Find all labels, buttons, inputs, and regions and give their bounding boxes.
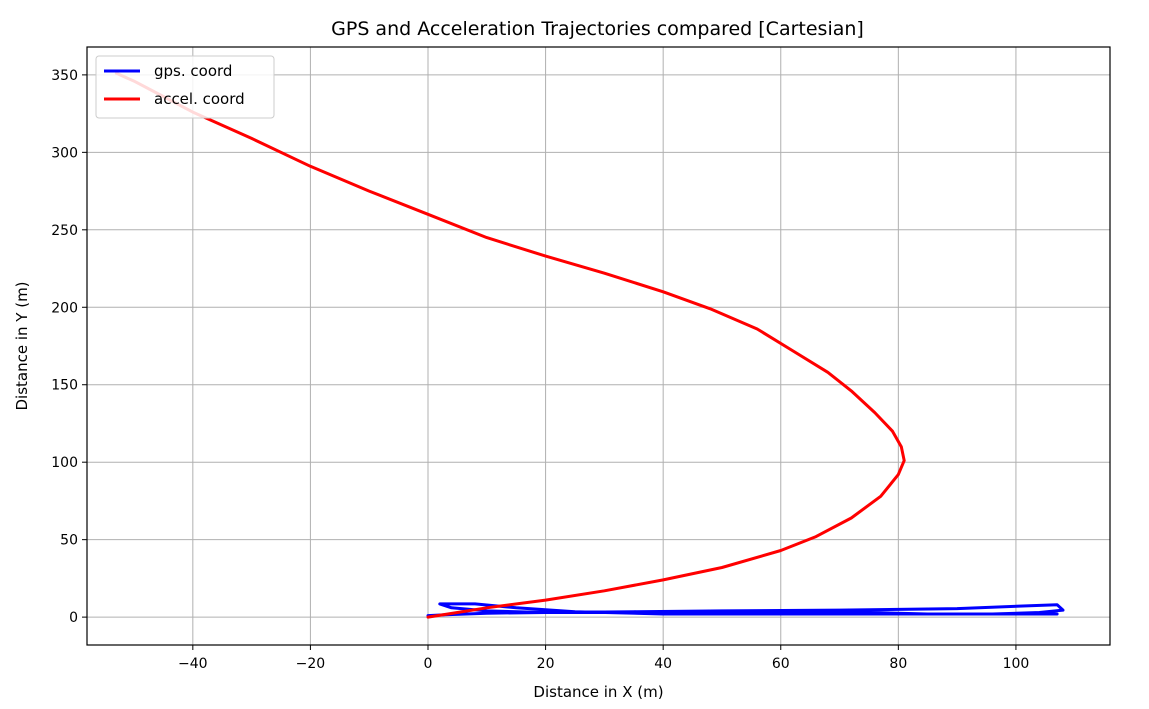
y-tick-label: 250 bbox=[51, 223, 78, 239]
accel-series-line bbox=[114, 71, 906, 619]
x-tick-label: 80 bbox=[889, 656, 907, 672]
x-tick-label: −40 bbox=[178, 656, 208, 672]
gps-series-line bbox=[426, 602, 1065, 618]
x-tick-label: 40 bbox=[654, 656, 672, 672]
y-tick-label: 100 bbox=[51, 455, 78, 471]
y-axis-label: Distance in Y (m) bbox=[13, 281, 31, 410]
y-tick-label: 200 bbox=[51, 300, 78, 316]
legend-label-gps: gps. coord bbox=[154, 62, 232, 80]
legend-label-accel: accel. coord bbox=[154, 90, 245, 108]
legend: gps. coord accel. coord bbox=[95, 55, 275, 119]
x-tick-label: 60 bbox=[772, 656, 790, 672]
x-tick-label: −20 bbox=[296, 656, 326, 672]
chart-title: GPS and Acceleration Trajectories compar… bbox=[331, 18, 864, 40]
series-layer bbox=[114, 71, 1065, 619]
x-axis-label: Distance in X (m) bbox=[533, 683, 663, 701]
y-tick-label: 50 bbox=[60, 533, 78, 549]
y-tick-label: 300 bbox=[51, 145, 78, 161]
ticks: −40 −20 0 20 40 60 80 100 0 50 100 150 200 250 300 350 bbox=[51, 68, 1029, 672]
y-tick-label: 0 bbox=[69, 610, 78, 626]
legend-box bbox=[95, 55, 275, 119]
x-tick-label: 20 bbox=[537, 656, 555, 672]
y-tick-label: 350 bbox=[51, 68, 78, 84]
plot-frame bbox=[86, 46, 1111, 646]
y-tick-label: 150 bbox=[51, 378, 78, 394]
x-tick-label: 100 bbox=[1003, 656, 1030, 672]
grid bbox=[87, 47, 1110, 645]
x-tick-label: 0 bbox=[424, 656, 433, 672]
